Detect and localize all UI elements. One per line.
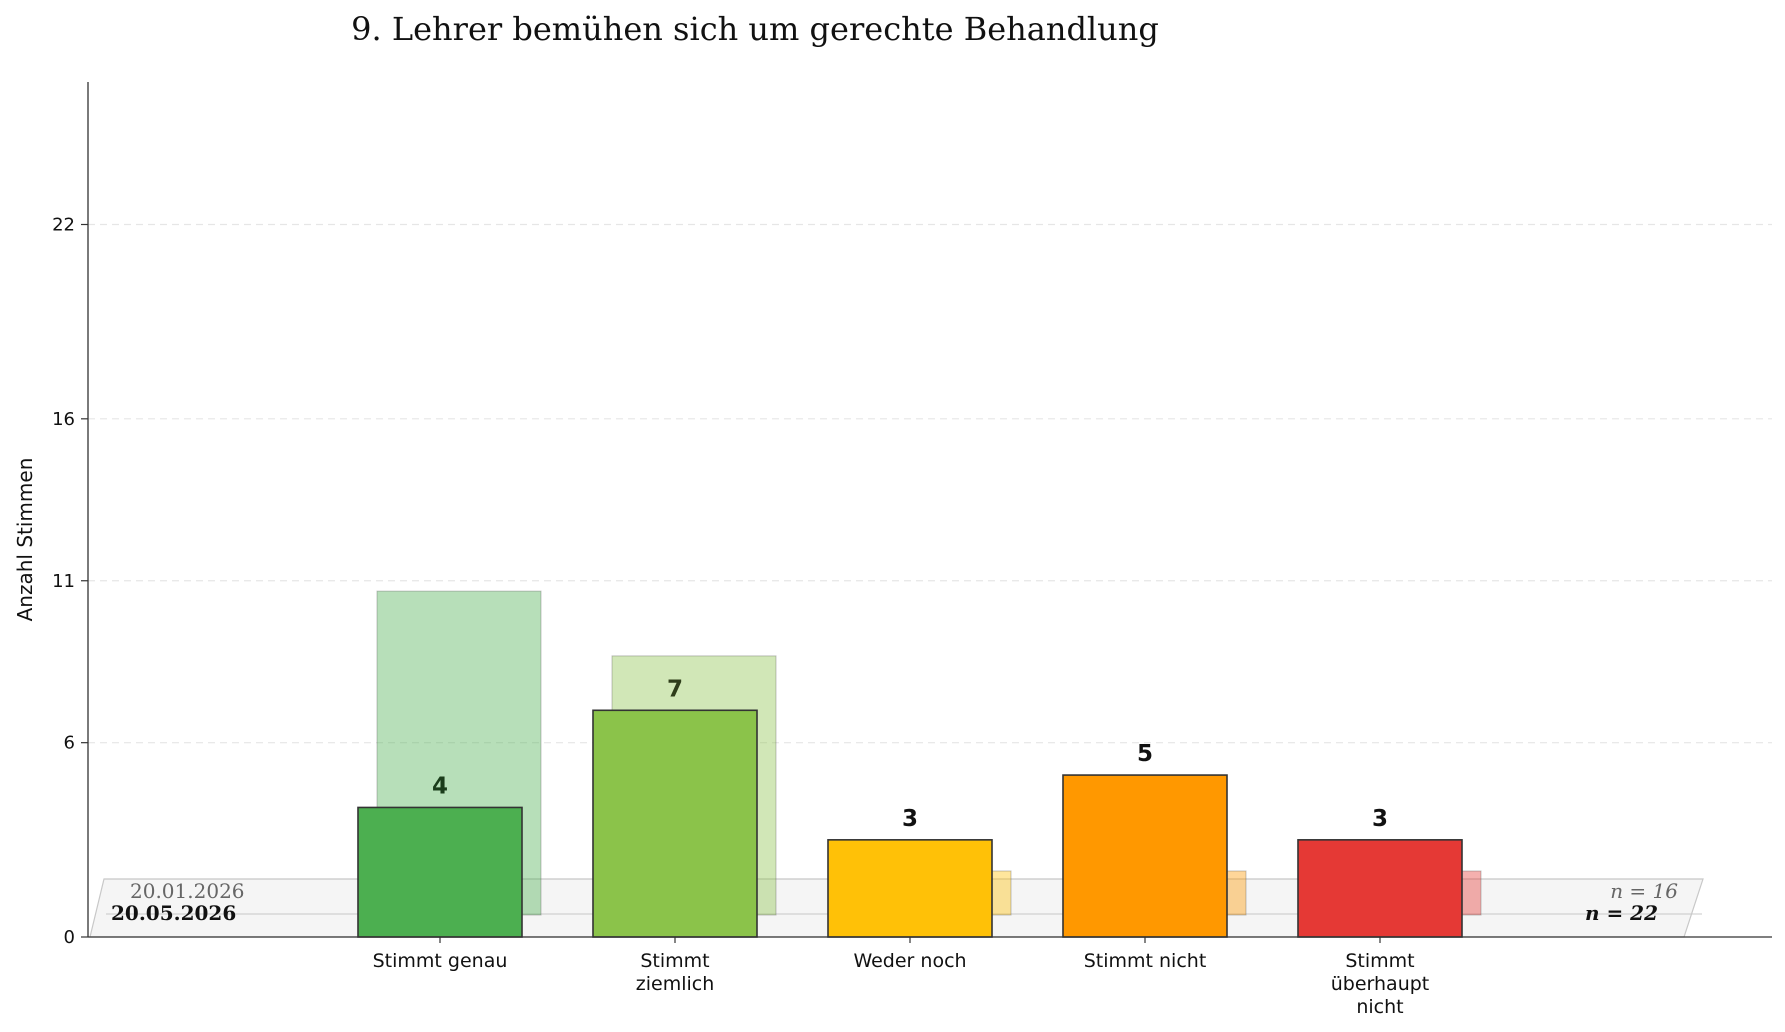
y-axis-label: Anzahl Stimmen: [13, 458, 37, 622]
x-tick-label-line: Stimmt: [640, 950, 709, 972]
bar-current-2: [827, 839, 993, 938]
x-tick-label-line: Stimmt: [1345, 950, 1414, 972]
legend-previous-n: n = 16: [1610, 879, 1678, 903]
legend: 20.01.2026 20.05.2026 n = 16 n = 22: [111, 879, 1678, 925]
x-tick-label-line: Weder noch: [853, 950, 966, 972]
bars-current-survey: [357, 709, 1463, 938]
x-tick-label-1: Stimmt ziemlich: [636, 950, 715, 995]
x-tick-label-line: nicht: [1356, 996, 1403, 1018]
x-tick-label-line: überhaupt: [1331, 973, 1430, 995]
value-labels: 4 7 3 5 3: [432, 676, 1388, 832]
x-tick-label-line: Stimmt genau: [373, 950, 508, 972]
x-tick-label-line: Stimmt nicht: [1084, 950, 1207, 972]
x-tick-label-line: ziemlich: [636, 973, 715, 995]
value-label-1: 7: [667, 676, 683, 702]
value-label-3: 5: [1137, 741, 1153, 767]
x-tick-label-0: Stimmt genau: [373, 950, 508, 972]
y-ticks: 0 6 11 16 22: [52, 215, 88, 948]
value-label-4: 3: [1372, 806, 1388, 832]
grid-lines: [88, 223, 1772, 744]
y-tick-label: 16: [52, 409, 75, 430]
value-label-2: 3: [902, 806, 918, 832]
y-tick-label: 6: [64, 733, 75, 754]
value-label-0: 4: [432, 773, 448, 799]
x-tick-label-2: Weder noch: [853, 950, 966, 972]
bar-current-0: [357, 806, 523, 938]
y-tick-label: 11: [52, 571, 75, 592]
bar-current-1: [592, 709, 758, 938]
legend-previous-date: 20.01.2026: [130, 879, 245, 903]
x-tick-label-3: Stimmt nicht: [1084, 950, 1207, 972]
axes: [87, 82, 1772, 938]
chart-title: 9. Lehrer bemühen sich um gerechte Behan…: [351, 10, 1159, 48]
legend-current-n: n = 22: [1585, 901, 1658, 925]
y-tick-label: 0: [64, 927, 75, 948]
bar-current-3: [1062, 774, 1228, 938]
bar-current-4: [1297, 839, 1463, 938]
legend-current-date: 20.05.2026: [111, 901, 236, 925]
x-tick-label-4: Stimmt überhaupt nicht: [1331, 950, 1430, 1018]
y-tick-label: 22: [52, 215, 75, 236]
